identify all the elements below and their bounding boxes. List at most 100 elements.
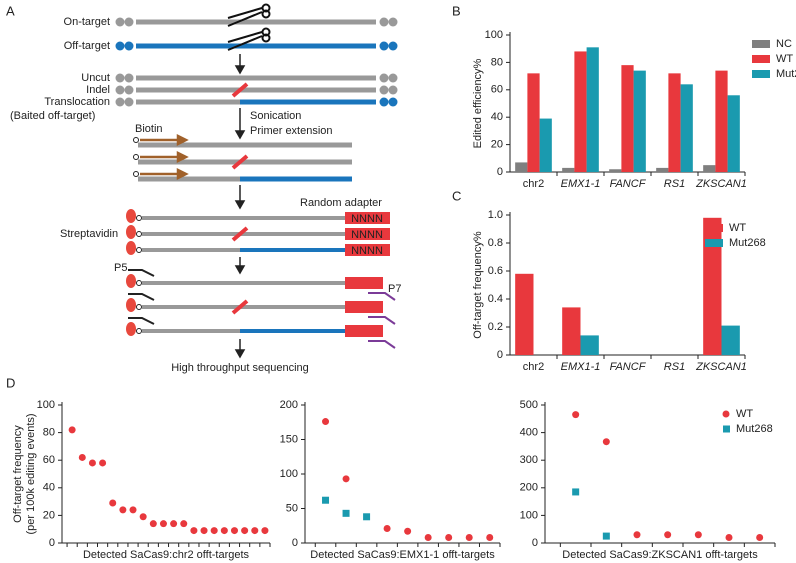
point xyxy=(190,527,198,535)
y-tick-label: 60 xyxy=(43,454,55,466)
bar xyxy=(703,217,722,355)
legend-label: Mut268 xyxy=(729,237,766,249)
x-axis-label: Detected SaCas9:ZKSCAN1 offt-targets xyxy=(562,549,758,561)
bar xyxy=(515,273,534,355)
y-axis-label: (per 100k editing events) xyxy=(25,413,37,534)
x-tick-label: RS1 xyxy=(664,178,685,190)
y-axis-label: Off-target frequency xyxy=(12,425,24,523)
y-tick-label: 200 xyxy=(520,482,538,494)
dna-rows xyxy=(115,3,398,359)
y-tick-label: 0 xyxy=(532,537,538,549)
bar xyxy=(562,167,575,172)
y-tick-label: 40 xyxy=(491,111,503,123)
point xyxy=(210,527,218,535)
panel-label: A xyxy=(6,3,15,18)
point xyxy=(68,426,76,434)
point xyxy=(602,532,610,540)
bar xyxy=(633,70,646,172)
y-tick-label: 80 xyxy=(43,427,55,439)
panel-label: D xyxy=(6,375,15,390)
y-tick-label: 200 xyxy=(280,399,298,411)
x-tick-label: FANCF xyxy=(610,178,647,190)
point xyxy=(342,509,350,517)
y-tick-label: 0 xyxy=(292,537,298,549)
x-tick-label: ZKSCAN1 xyxy=(695,361,747,373)
y-tick-label: 80 xyxy=(491,56,503,68)
y-tick-label: 0 xyxy=(49,537,55,549)
label: P5 xyxy=(114,262,127,274)
legend-label: WT xyxy=(776,53,793,65)
point xyxy=(139,513,147,521)
point xyxy=(572,488,580,496)
y-tick-label: 40 xyxy=(43,482,55,494)
point xyxy=(78,453,86,461)
point xyxy=(363,513,371,521)
legend-marker xyxy=(722,410,730,418)
bar xyxy=(586,47,599,172)
point xyxy=(445,533,453,541)
label: Off-target xyxy=(64,40,110,52)
label: Biotin xyxy=(135,123,163,135)
point xyxy=(220,527,228,535)
point xyxy=(383,525,391,533)
y-tick-label: 500 xyxy=(520,399,538,411)
label: Translocation xyxy=(44,96,110,108)
point xyxy=(602,438,610,446)
point xyxy=(159,520,167,528)
x-tick-label: ZKSCAN1 xyxy=(695,178,747,190)
bar xyxy=(715,70,728,172)
point xyxy=(180,520,188,528)
legend-label: NC xyxy=(776,38,792,50)
label: High throughput sequencing xyxy=(171,362,309,374)
legend-swatch xyxy=(752,40,770,48)
label: NNNN xyxy=(351,245,383,257)
legend-label: Mut268 xyxy=(776,68,796,80)
y-axis-label: Edited efficiency% xyxy=(472,58,484,148)
label: (Baited off-target) xyxy=(10,110,95,122)
bar xyxy=(562,307,581,355)
x-tick-label: EMX1-1 xyxy=(561,361,601,373)
x-tick-label: FANCF xyxy=(610,361,647,373)
legend-swatch xyxy=(752,70,770,78)
x-tick-label: chr2 xyxy=(523,361,544,373)
y-tick-label: 20 xyxy=(43,509,55,521)
point xyxy=(261,527,269,535)
label: NNNN xyxy=(351,229,383,241)
point xyxy=(465,533,473,541)
point xyxy=(200,527,208,535)
point xyxy=(149,520,157,528)
y-tick-label: 100 xyxy=(37,399,55,411)
bar xyxy=(539,118,552,172)
panel-label: B xyxy=(452,3,461,18)
bar xyxy=(527,73,540,172)
y-tick-label: 150 xyxy=(280,433,298,445)
bar xyxy=(621,65,634,172)
point xyxy=(322,418,330,426)
label: Sonication xyxy=(250,110,301,122)
point xyxy=(322,496,330,504)
label: Random adapter xyxy=(300,197,382,209)
bar xyxy=(721,325,740,355)
label: On-target xyxy=(64,16,110,28)
label: Uncut xyxy=(81,72,110,84)
point xyxy=(241,527,249,535)
bar xyxy=(727,95,740,172)
bar xyxy=(656,167,669,172)
panel-label: C xyxy=(452,188,461,203)
legend-marker xyxy=(723,425,730,433)
point xyxy=(342,475,350,483)
legend-swatch xyxy=(752,55,770,63)
y-tick-label: 400 xyxy=(520,427,538,439)
label: Primer extension xyxy=(250,125,333,137)
point xyxy=(725,533,733,541)
y-tick-label: 100 xyxy=(520,509,538,521)
y-axis-label: Off-target frequency% xyxy=(472,231,484,339)
point xyxy=(99,459,107,467)
point xyxy=(694,531,702,539)
point xyxy=(109,499,117,507)
y-tick-label: 0 xyxy=(497,349,503,361)
point xyxy=(119,506,127,514)
label: Streptavidin xyxy=(60,228,118,240)
point xyxy=(486,533,494,541)
